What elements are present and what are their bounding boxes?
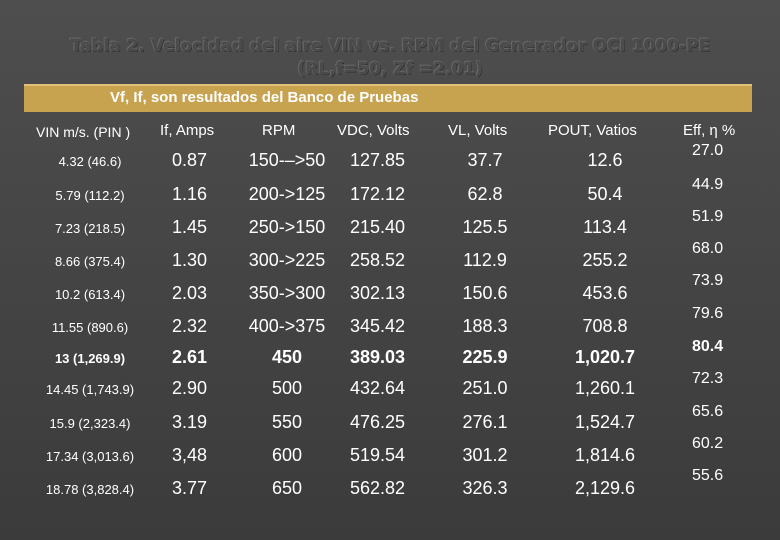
cell-eff: 27.0 [692, 142, 724, 159]
cell-vdc: 215.40 [350, 217, 406, 237]
cell-pout: 708.8 [582, 316, 628, 336]
cell-if: 3,48 [172, 445, 208, 465]
cell-vdc: 127.85 [350, 150, 406, 170]
cell-vl: 112.9 [463, 250, 507, 270]
cell-eff: 55.6 [692, 467, 724, 484]
cell-pout: 50.4 [587, 184, 623, 204]
cell-eff: 80.4 [692, 338, 724, 355]
cell-vl: 188.3 [462, 316, 508, 336]
cell-vin: 14.45 (1,743.9) [45, 382, 135, 397]
cell-rpm: 450 [271, 347, 303, 367]
cell-pout: 1,524.7 [574, 412, 636, 432]
cell-vdc: 562.82 [350, 478, 406, 498]
cell-vin: 11.55 (890.6) [51, 320, 129, 335]
header-rpm: RPM [262, 122, 296, 139]
cell-vl: 225.9 [462, 347, 508, 367]
cell-pout: 2,129.6 [574, 478, 636, 498]
header-if: If, Amps [160, 122, 215, 139]
cell-vdc: 519.54 [350, 445, 406, 465]
cell-vin: 13 (1,269.9) [54, 351, 126, 366]
header-vin: VIN m/s. (PIN ) [36, 124, 131, 140]
cell-rpm: 200->125 [248, 184, 326, 204]
cell-vdc: 302.13 [350, 283, 406, 303]
cell-pout: 12.6 [587, 150, 623, 170]
cell-if: 1.30 [172, 250, 208, 270]
cell-rpm: 500 [271, 378, 303, 398]
cell-if: 0.87 [172, 150, 208, 170]
cell-rpm: 650 [271, 478, 303, 498]
cell-vin: 7.23 (218.5) [54, 221, 126, 236]
cell-rpm: 150-–>50 [248, 150, 326, 170]
cell-pout: 1,260.1 [574, 378, 636, 398]
header-pout: POUT, Vatios [548, 122, 637, 139]
cell-if: 1.45 [172, 217, 208, 237]
cell-if: 1.16 [172, 184, 208, 204]
cell-rpm: 250->150 [248, 217, 326, 237]
cell-vin: 17.34 (3,013.6) [45, 449, 135, 464]
cell-if: 3.19 [172, 412, 208, 432]
cell-pout: 113.4 [583, 217, 627, 237]
table-title: Tabla 2. Velocidad del aire VIN vs. RPM … [70, 36, 710, 56]
cell-eff: 51.9 [692, 208, 724, 225]
header-vl: VL, Volts [448, 122, 508, 139]
cell-eff: 72.3 [692, 370, 724, 387]
cell-if: 2.61 [172, 347, 208, 367]
cell-vdc: 476.25 [350, 412, 406, 432]
cell-vdc: 432.64 [350, 378, 406, 398]
cell-vl: 125.5 [462, 217, 508, 237]
cell-vdc: 345.42 [350, 316, 406, 336]
cell-vin: 18.78 (3,828.4) [45, 482, 135, 497]
cell-pout: 1,020.7 [574, 347, 636, 367]
cell-eff: 60.2 [692, 435, 724, 452]
cell-pout: 453.6 [582, 283, 628, 303]
cell-rpm: 550 [271, 412, 303, 432]
header-vdc: VDC, Volts [337, 122, 410, 139]
cell-eff: 68.0 [692, 240, 724, 257]
cell-pout: 1,814.6 [574, 445, 636, 465]
cell-if: 2.90 [172, 378, 208, 398]
cell-if: 3.77 [172, 478, 208, 498]
cell-eff: 73.9 [692, 272, 724, 289]
cell-vin: 8.66 (375.4) [54, 254, 126, 269]
table-subtitle: (RL,f=50, Zf =2.01) [297, 59, 483, 79]
cell-rpm: 300->225 [248, 250, 326, 270]
cell-if: 2.03 [172, 283, 208, 303]
cell-vin: 15.9 (2,323.4) [49, 416, 131, 431]
results-banner: Vf, If, son resultados del Banco de Prue… [24, 84, 752, 112]
cell-vdc: 172.12 [350, 184, 406, 204]
cell-vin: 10.2 (613.4) [54, 287, 126, 302]
cell-eff: 65.6 [692, 403, 724, 420]
cell-vl: 150.6 [462, 283, 508, 303]
cell-eff: 79.6 [692, 305, 724, 322]
cell-vl: 62.8 [467, 184, 503, 204]
cell-vin: 5.79 (112.2) [55, 188, 125, 203]
cell-pout: 255.2 [582, 250, 628, 270]
cell-if: 2.32 [172, 316, 208, 336]
cell-eff: 44.9 [692, 176, 724, 193]
cell-rpm: 400->375 [248, 316, 326, 336]
cell-vl: 251.0 [462, 378, 508, 398]
cell-vl: 276.1 [462, 412, 508, 432]
cell-rpm: 600 [271, 445, 303, 465]
cell-vl: 326.3 [462, 478, 508, 498]
cell-vl: 37.7 [467, 150, 503, 170]
cell-vdc: 389.03 [350, 347, 406, 367]
header-eff: Eff, η % [683, 122, 736, 139]
cell-vdc: 258.52 [350, 250, 406, 270]
cell-rpm: 350->300 [248, 283, 326, 303]
banner-text: Vf, If, son resultados del Banco de Prue… [110, 89, 419, 106]
cell-vin: 4.32 (46.6) [58, 154, 122, 169]
cell-vl: 301.2 [462, 445, 508, 465]
